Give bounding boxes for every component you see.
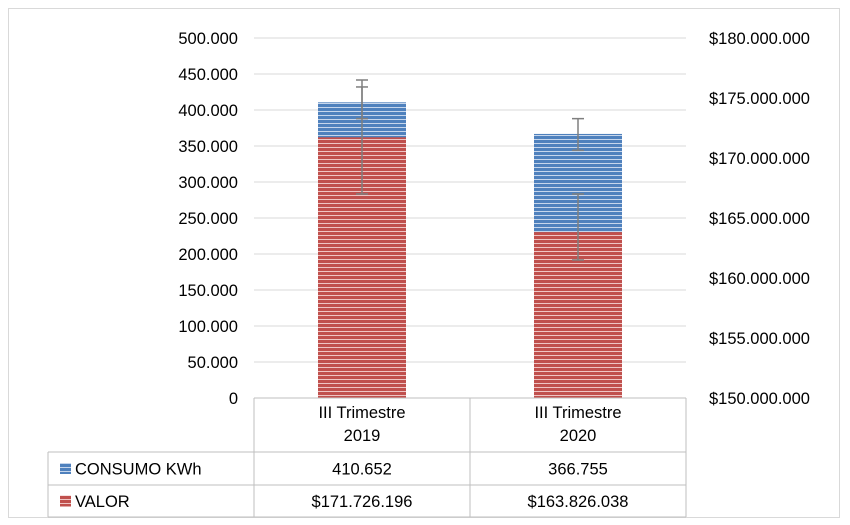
- category-label-line2: 2020: [560, 427, 597, 445]
- left-tick-label: 100.000: [178, 318, 238, 336]
- data-label-consumo: 366.755: [548, 461, 608, 479]
- error-bar-valor: [356, 79, 368, 195]
- error-bar-consumo: [572, 117, 584, 152]
- right-axis: $150.000.000 $155.000.000 $160.000.000 $165…: [709, 30, 810, 408]
- left-tick-label: 150.000: [178, 282, 238, 300]
- right-tick-label: $160.000.000: [709, 270, 810, 288]
- right-tick-label: $165.000.000: [709, 210, 810, 228]
- data-table: III Trimestre 2019 III Trimestre 2020 CONSUM…: [47, 397, 687, 518]
- left-tick-label: 300.000: [178, 174, 238, 192]
- right-tick-label: $155.000.000: [709, 330, 810, 348]
- data-label-valor: $171.726.196: [312, 493, 413, 511]
- right-tick-label: $175.000.000: [709, 90, 810, 108]
- data-label-valor: $163.826.038: [528, 493, 629, 511]
- category-label-line1: III Trimestre: [534, 404, 621, 422]
- left-axis: 0 50.000 100.000 150.000 200.000 250.000 300.0…: [178, 30, 238, 408]
- left-tick-label: 200.000: [178, 246, 238, 264]
- data-label-consumo: 410.652: [332, 461, 392, 479]
- legend-label-consumo: CONSUMO KWh: [75, 461, 202, 479]
- legend-key-consumo: [60, 463, 71, 474]
- category-label-line2: 2019: [344, 427, 381, 445]
- left-tick-label: 400.000: [178, 102, 238, 120]
- right-tick-label: $170.000.000: [709, 150, 810, 168]
- legend-label-valor: VALOR: [75, 493, 130, 511]
- left-tick-label: 250.000: [178, 210, 238, 228]
- left-tick-label: 350.000: [178, 138, 238, 156]
- error-bar-valor: [572, 193, 584, 261]
- left-tick-label: 0: [229, 390, 238, 408]
- left-tick-label: 500.000: [178, 30, 238, 48]
- legend-key-valor: [60, 495, 71, 507]
- error-bars: [356, 79, 584, 261]
- left-tick-label: 450.000: [178, 66, 238, 84]
- category-label-line1: III Trimestre: [318, 404, 405, 422]
- left-tick-label: 50.000: [188, 354, 238, 372]
- right-tick-label: $150.000.000: [709, 390, 810, 408]
- bars: [318, 102, 622, 398]
- right-tick-label: $180.000.000: [709, 30, 810, 48]
